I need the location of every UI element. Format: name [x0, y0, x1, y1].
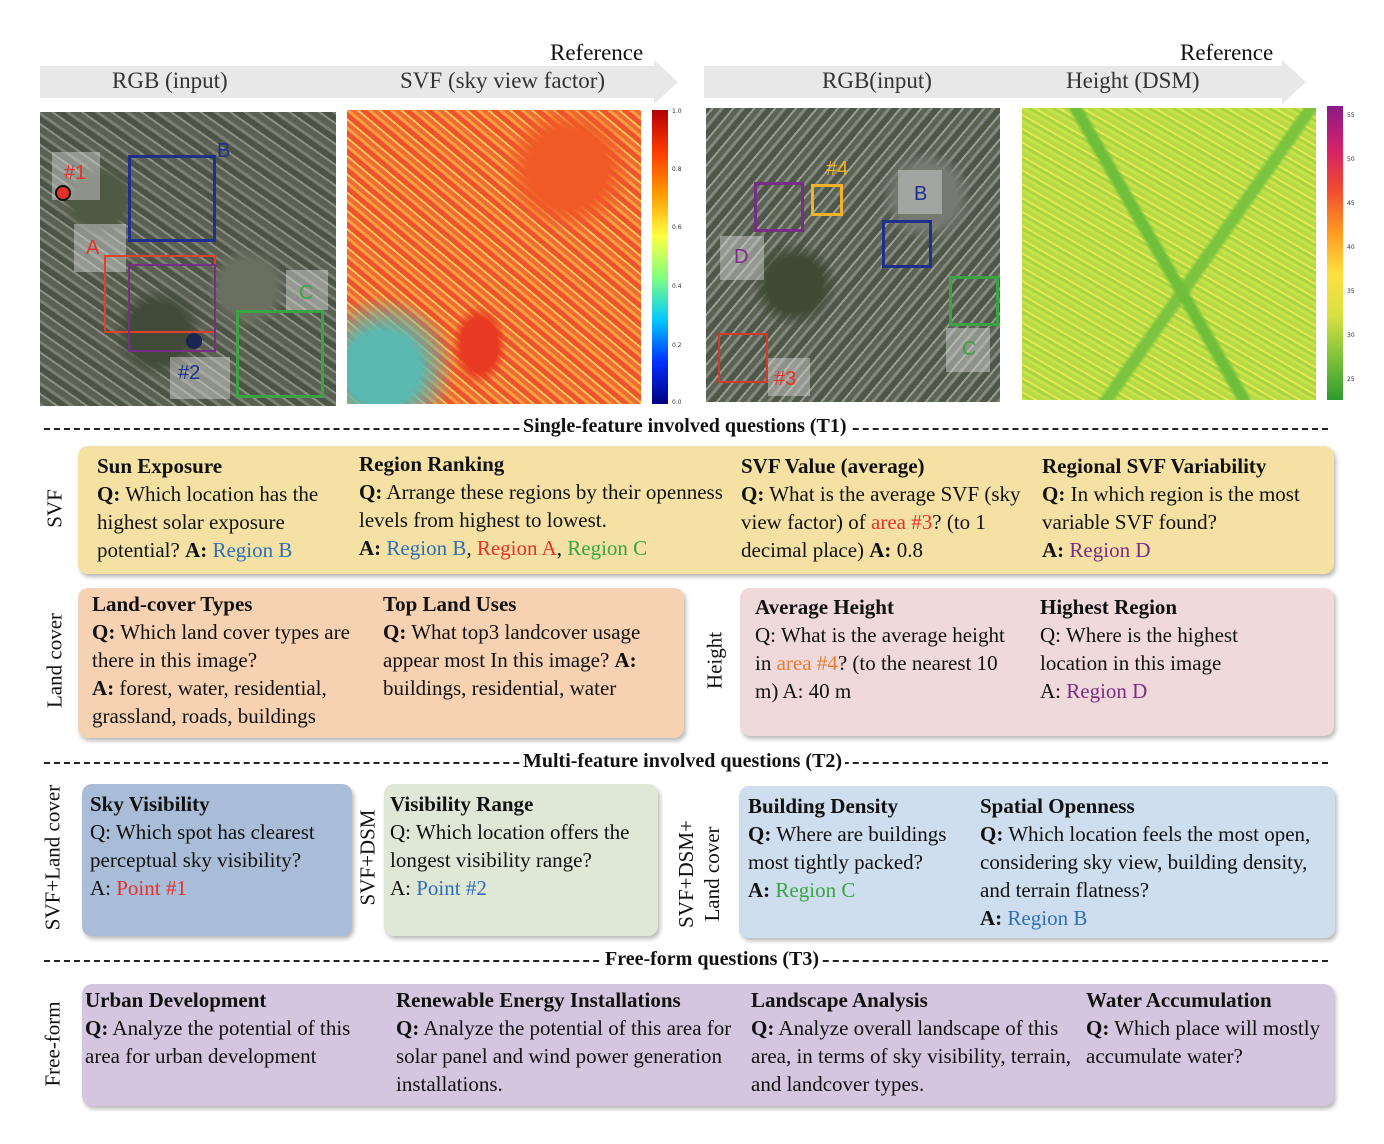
- card-visibility-range: Visibility Range Q: Which location offer…: [390, 790, 656, 902]
- sky-visibility-panel: [82, 784, 352, 936]
- card-svf-value: SVF Value (average) Q: What is the avera…: [741, 452, 1031, 564]
- row-label-landcover: Land cover: [42, 612, 67, 709]
- section-title-t1: Single-feature involved questions (T1): [520, 415, 850, 438]
- density-panel: [739, 786, 1335, 938]
- card-spatial-openness: Spatial Openness Q: Which location feels…: [980, 792, 1332, 932]
- card-sun-exposure: Sun Exposure Q: Which location has the h…: [97, 452, 349, 564]
- label-region-c-right: C: [962, 338, 977, 360]
- card-title: Sun Exposure: [97, 454, 223, 478]
- label-region-d: D: [734, 246, 749, 268]
- row-label-height: Height: [702, 631, 727, 690]
- region-c-box: [236, 310, 324, 398]
- dsm-tick: 55: [1347, 112, 1355, 119]
- card-title: Highest Region: [1040, 595, 1178, 619]
- area-3-box: [718, 333, 768, 383]
- header-arrow-left: [40, 60, 678, 104]
- dsm-colorbar: [1327, 106, 1343, 400]
- card-title: Urban Development: [85, 988, 267, 1012]
- row-label-svf: SVF: [42, 489, 67, 528]
- svf-tick: 0.8: [672, 166, 682, 173]
- card-urban-development: Urban Development Q: Analyze the potenti…: [85, 986, 389, 1070]
- header-rgb-left: RGB (input): [112, 68, 228, 93]
- region-purple-box: [128, 264, 216, 352]
- card-title: Landscape Analysis: [751, 988, 928, 1012]
- region-d-box: [754, 182, 804, 232]
- card-title: Spatial Openness: [980, 794, 1135, 818]
- header-dsm: Height (DSM): [1066, 68, 1200, 93]
- freeform-panel: [82, 984, 1334, 1106]
- row-label-svf-dsm-lc: SVF+DSM+ Land cover: [674, 820, 724, 928]
- card-title: Visibility Range: [390, 792, 534, 816]
- reference-label-right: Reference: [1180, 40, 1274, 65]
- card-title: Water Accumulation: [1086, 988, 1272, 1012]
- card-region-ranking: Region Ranking Q: Arrange these regions …: [359, 450, 731, 562]
- row-label-svf-landcover: SVF+Land cover: [40, 784, 65, 931]
- card-svf-variability: Regional SVF Variability Q: In which reg…: [1042, 452, 1332, 564]
- header-arrow-right: [704, 60, 1306, 104]
- card-highest-region: Highest Region Q: Where is the highest l…: [1040, 593, 1310, 705]
- dsm-tick: 40: [1347, 244, 1355, 251]
- dsm-tick: 35: [1347, 288, 1355, 295]
- card-title: Top Land Uses: [383, 592, 517, 616]
- label-region-b: B: [217, 140, 231, 162]
- row-label-svf-dsm: SVF+DSM: [355, 809, 380, 906]
- card-landcover-types: Land-cover Types Q: Which land cover typ…: [92, 590, 362, 730]
- rgb-image-right: #4 B D C #3: [706, 108, 1000, 402]
- card-average-height: Average Height Q: What is the average he…: [755, 593, 1025, 705]
- visibility-range-panel: [384, 784, 658, 936]
- dsm-image: [1022, 108, 1316, 400]
- height-panel: [740, 588, 1334, 736]
- reference-label-left: Reference: [550, 40, 644, 65]
- card-title: Land-cover Types: [92, 592, 253, 616]
- rgb-image-left: #1 #2 A B C: [40, 112, 336, 406]
- section-title-t3: Free-form questions (T3): [602, 948, 823, 971]
- dsm-tick: 45: [1347, 200, 1355, 207]
- label-region-b-right: B: [914, 183, 928, 205]
- dsm-tick: 25: [1347, 376, 1355, 383]
- card-title: Regional SVF Variability: [1042, 454, 1267, 478]
- region-b-box: [128, 155, 216, 242]
- svf-tick: 0.6: [672, 224, 682, 231]
- label-point-2: #2: [178, 362, 201, 384]
- label-point-1: #1: [64, 162, 87, 184]
- dsm-tick: 50: [1347, 156, 1355, 163]
- label-area-4: #4: [826, 158, 849, 180]
- row-label-freeform: Free-form: [40, 1001, 65, 1087]
- region-c-box-right: [949, 276, 999, 326]
- label-region-a: A: [86, 237, 100, 259]
- card-title: Renewable Energy Installations: [396, 988, 681, 1012]
- svf-panel: [78, 446, 1334, 574]
- card-title: Sky Visibility: [90, 792, 210, 816]
- header-rgb-right: RGB(input): [822, 68, 932, 93]
- header-svf: SVF (sky view factor): [400, 68, 606, 93]
- point-1-marker: [55, 185, 71, 201]
- svf-colorbar: [652, 110, 668, 404]
- card-water-accumulation: Water Accumulation Q: Which place will m…: [1086, 986, 1334, 1070]
- card-title: SVF Value (average): [741, 454, 925, 478]
- landcover-panel: [78, 588, 684, 738]
- card-renewable-energy: Renewable Energy Installations Q: Analyz…: [396, 986, 744, 1098]
- card-title: Building Density: [748, 794, 898, 818]
- card-title: Average Height: [755, 595, 894, 619]
- svf-tick: 0.0: [672, 399, 682, 406]
- svf-tick: 0.4: [672, 283, 682, 290]
- card-sky-visibility: Sky Visibility Q: Which spot has cleares…: [90, 790, 350, 902]
- svf-tick: 1.0: [672, 108, 682, 115]
- point-2-marker: [186, 333, 202, 349]
- region-b-box-right: [882, 220, 932, 268]
- card-landscape-analysis: Landscape Analysis Q: Analyze overall la…: [751, 986, 1081, 1098]
- card-title: Region Ranking: [359, 452, 505, 476]
- dsm-tick: 30: [1347, 332, 1355, 339]
- section-title-t2: Multi-feature involved questions (T2): [520, 750, 846, 773]
- label-region-c: C: [299, 282, 314, 304]
- area-4-box: [811, 184, 843, 216]
- svf-tick: 0.2: [672, 342, 682, 349]
- card-building-density: Building Density Q: Where are buildings …: [748, 792, 976, 904]
- card-top-land-uses: Top Land Uses Q: What top3 landcover usa…: [383, 590, 679, 702]
- label-area-3: #3: [774, 368, 797, 390]
- svf-image: [347, 110, 641, 404]
